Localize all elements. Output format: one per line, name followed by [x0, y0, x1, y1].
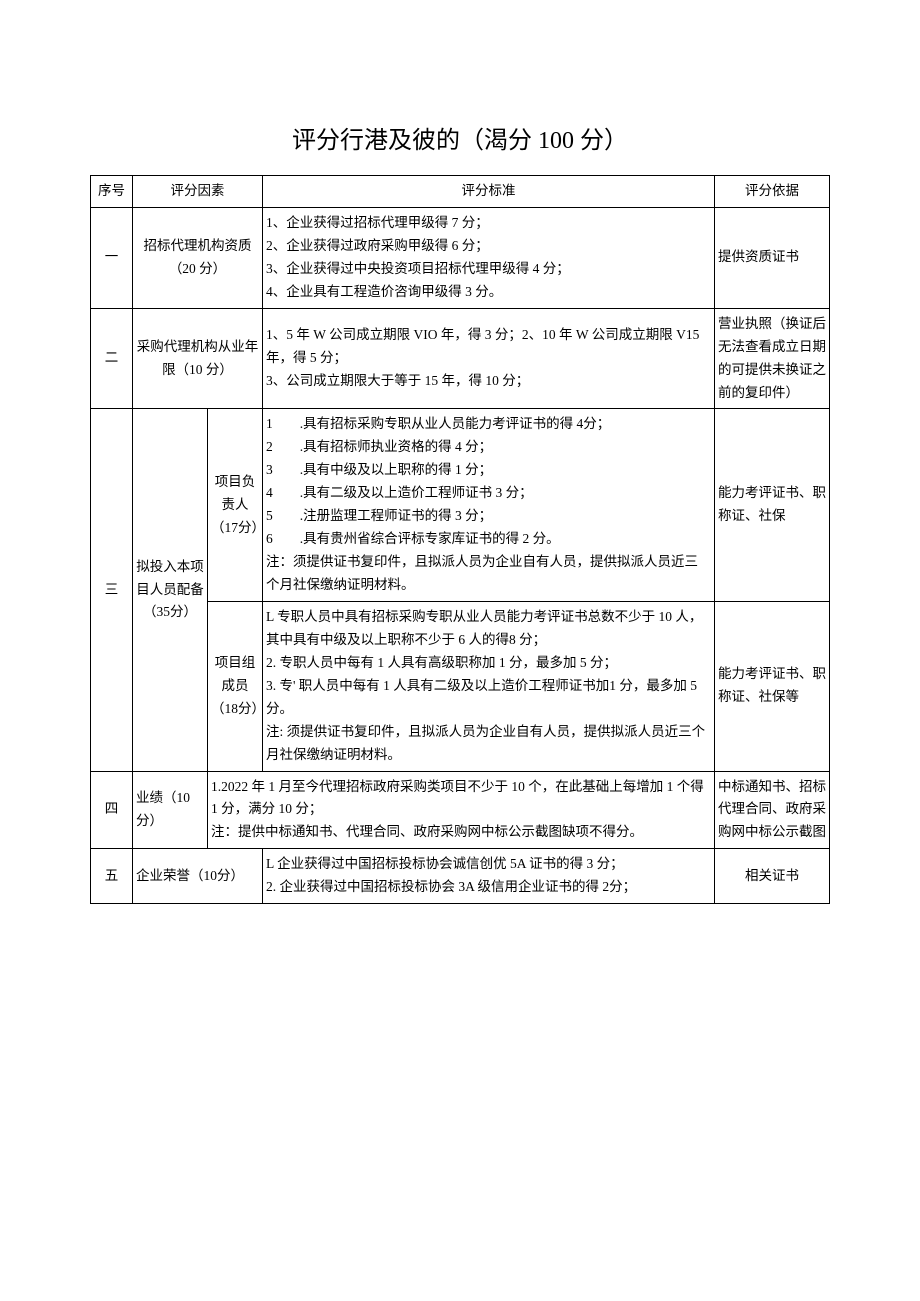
basis-cell: 营业执照（换证后无法查看成立日期的可提供未换证之前的复印件）	[715, 308, 830, 409]
basis-cell: 能力考评证书、职称证、社保等	[715, 601, 830, 771]
seq-cell: 二	[91, 308, 133, 409]
table-row: 一 招标代理机构资质（20 分） 1、企业获得过招标代理甲级得 7 分； 2、企…	[91, 207, 830, 308]
basis-cell: 相关证书	[715, 849, 830, 904]
factor-cell: 招标代理机构资质（20 分）	[133, 207, 263, 308]
seq-cell: 四	[91, 771, 133, 849]
table-row: 四 业绩（10分） 1.2022 年 1 月至今代理招标政府采购类项目不少于 1…	[91, 771, 830, 849]
subfactor-cell: 项目负责人（17分）	[208, 409, 263, 602]
page-title: 评分行港及彼的（渴分 100 分）	[90, 120, 830, 155]
table-row: 五 企业荣誉（10分） L 企业获得过中国招标投标协会诚信创优 5A 证书的得 …	[91, 849, 830, 904]
seq-cell: 一	[91, 207, 133, 308]
factor-cell: 业绩（10分）	[133, 771, 208, 849]
criteria-cell: L 企业获得过中国招标投标协会诚信创优 5A 证书的得 3 分； 2. 企业获得…	[263, 849, 715, 904]
scoring-table: 序号 评分因素 评分标准 评分依据 一 招标代理机构资质（20 分） 1、企业获…	[90, 175, 830, 904]
basis-cell: 能力考评证书、职称证、社保	[715, 409, 830, 602]
subfactor-cell: 项目组成员（18分）	[208, 601, 263, 771]
header-row: 序号 评分因素 评分标准 评分依据	[91, 176, 830, 208]
table-row: 三 拟投入本项目人员配备（35分） 项目负责人（17分） 1 .具有招标采购专职…	[91, 409, 830, 602]
criteria-cell: 1、企业获得过招标代理甲级得 7 分； 2、企业获得过政府采购甲级得 6 分； …	[263, 207, 715, 308]
criteria-cell: 1 .具有招标采购专职从业人员能力考评证书的得 4分； 2 .具有招标师执业资格…	[263, 409, 715, 602]
seq-cell: 三	[91, 409, 133, 771]
table-row: 二 采购代理机构从业年限（10 分） 1、5 年 W 公司成立期限 VIO 年，…	[91, 308, 830, 409]
factor-cell: 采购代理机构从业年限（10 分）	[133, 308, 263, 409]
header-criteria: 评分标准	[263, 176, 715, 208]
factor-cell: 企业荣誉（10分）	[133, 849, 263, 904]
seq-cell: 五	[91, 849, 133, 904]
criteria-cell: 1.2022 年 1 月至今代理招标政府采购类项目不少于 10 个，在此基础上每…	[208, 771, 715, 849]
criteria-cell: L 专职人员中具有招标采购专职从业人员能力考评证书总数不少于 10 人，其中具有…	[263, 601, 715, 771]
basis-cell: 提供资质证书	[715, 207, 830, 308]
header-factor: 评分因素	[133, 176, 263, 208]
header-basis: 评分依据	[715, 176, 830, 208]
basis-cell: 中标通知书、招标代理合同、政府采购网中标公示截图	[715, 771, 830, 849]
factor-cell: 拟投入本项目人员配备（35分）	[133, 409, 208, 771]
header-seq: 序号	[91, 176, 133, 208]
criteria-cell: 1、5 年 W 公司成立期限 VIO 年，得 3 分；2、10 年 W 公司成立…	[263, 308, 715, 409]
